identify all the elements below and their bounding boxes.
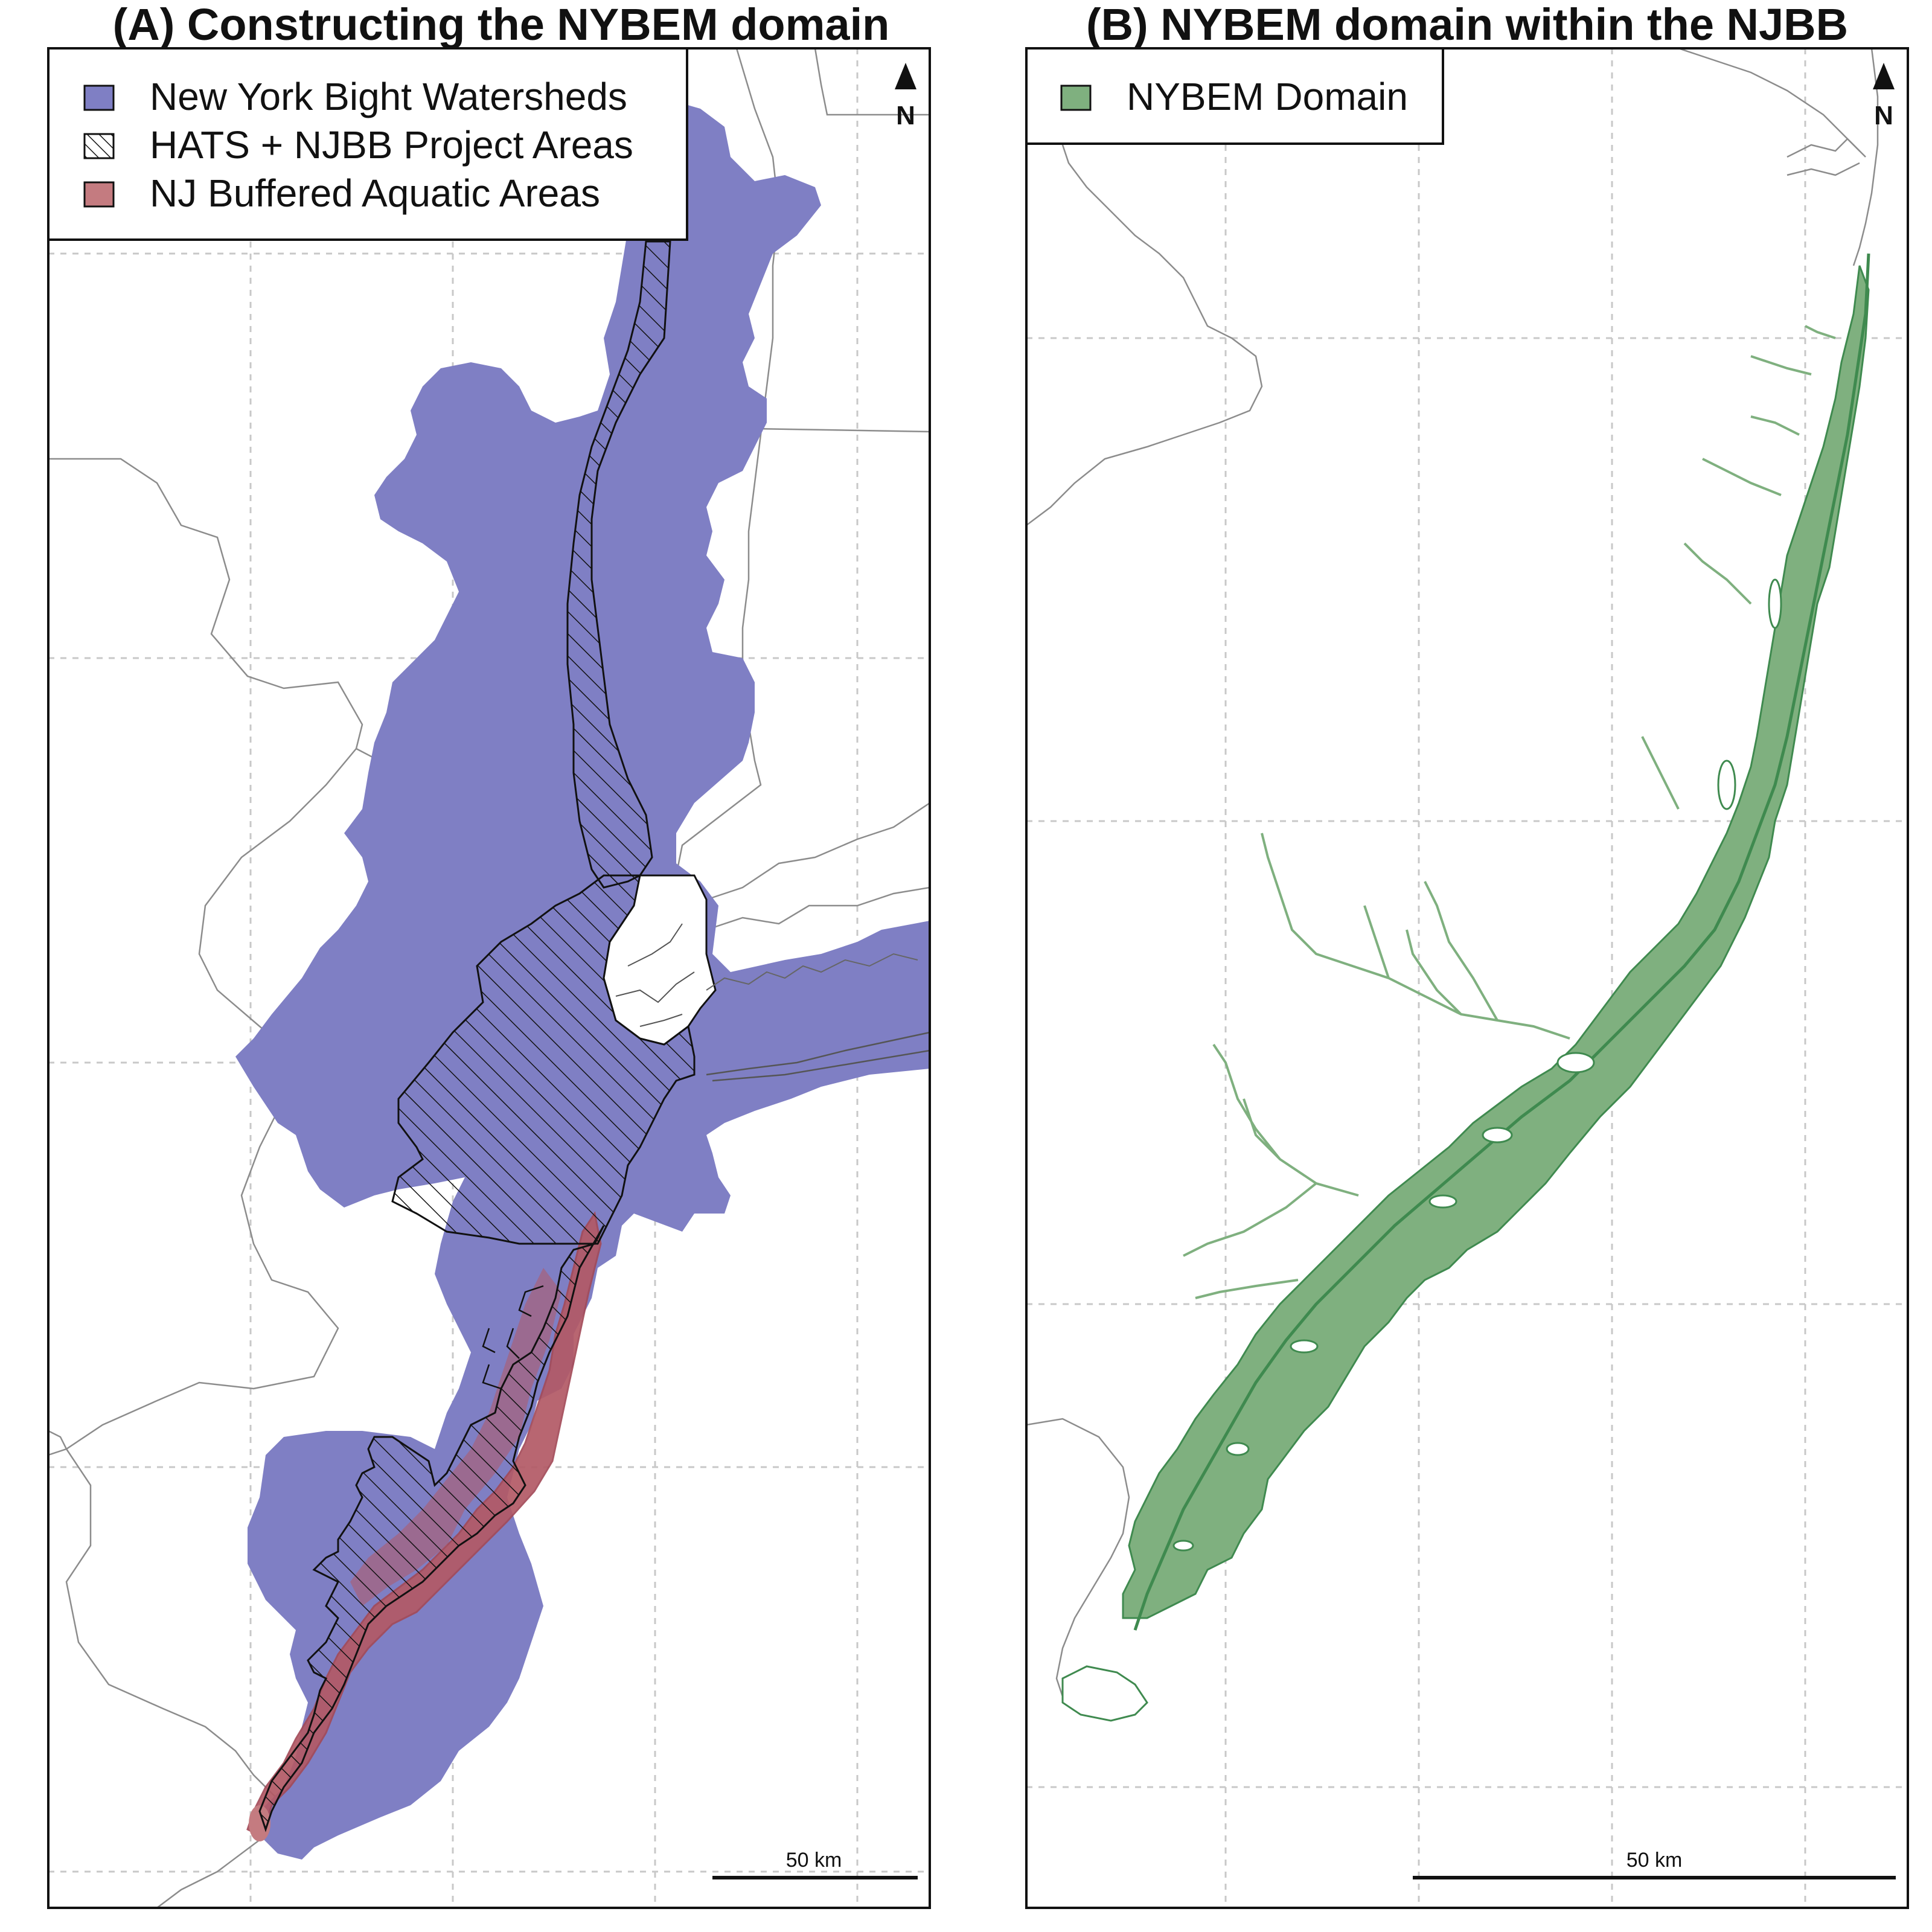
panel-b-graticule [1026, 48, 1908, 1908]
scale-bar-label: 50 km [786, 1849, 842, 1872]
panel-b-legend-box [1025, 47, 1444, 145]
north-label: N [896, 101, 915, 130]
nybem-domain-bay [1122, 265, 1870, 1619]
panel-b-title: (B) NYBEM domain within the NJBB [1086, 0, 1848, 50]
panel-a-map [48, 48, 930, 1908]
north-arrow-icon [1873, 63, 1895, 89]
legend-swatch-project-areas [83, 133, 115, 159]
panel-b-map [1026, 48, 1908, 1908]
nybem-domain-tributaries [1183, 325, 1836, 1299]
njbb-inlet-outline [482, 1285, 544, 1390]
panel-a: (A) Constructing the NYBEM domain [47, 0, 931, 1909]
legend-label-nybem-domain: NYBEM Domain [1127, 75, 1408, 118]
panel-b-scale-bar: 50 km [1413, 1849, 1896, 1879]
north-arrow-icon [895, 63, 916, 89]
panel-a-legend: New York Bight Watersheds HATS + NJBB Pr… [47, 47, 688, 241]
panel-b-state-boundaries [1026, 48, 1879, 1701]
legend-label-buffered-aquatic: NJ Buffered Aquatic Areas [150, 171, 600, 215]
panel-b: (B) NYBEM domain within the NJBB [1025, 0, 1909, 1909]
nybem-domain-islands [1172, 578, 1782, 1552]
cape-may-outline [1061, 1665, 1148, 1722]
north-label: N [1874, 101, 1893, 130]
panel-b-legend: NYBEM Domain [1025, 47, 1444, 145]
legend-swatch-watersheds [83, 85, 115, 111]
panel-a-north-arrow: N [895, 63, 916, 130]
long-island-north-shore [706, 953, 918, 991]
panel-a-scale-bar: 50 km [712, 1849, 918, 1879]
panel-a-title: (A) Constructing the NYBEM domain [113, 0, 890, 50]
upper-bay-channels [615, 923, 695, 1027]
nybem-domain-barrier [1133, 253, 1870, 1631]
hats-upper-bay-area [603, 874, 717, 1046]
panel-b-frame [1025, 47, 1909, 1909]
panel-b-north-arrow: N [1873, 63, 1895, 130]
scale-bar-label: 50 km [1627, 1849, 1683, 1872]
long-island-coast [706, 1031, 930, 1082]
legend-swatch-nybem-domain [1060, 85, 1092, 111]
legend-label-watersheds: New York Bight Watersheds [150, 75, 627, 118]
njbb-project-area [258, 1225, 605, 1832]
panel-a-state-boundaries [48, 48, 930, 1908]
legend-label-project-areas: HATS + NJBB Project Areas [150, 123, 633, 167]
panel-a-legend-box [47, 47, 688, 241]
legend-swatch-buffered-aquatic [83, 181, 115, 208]
